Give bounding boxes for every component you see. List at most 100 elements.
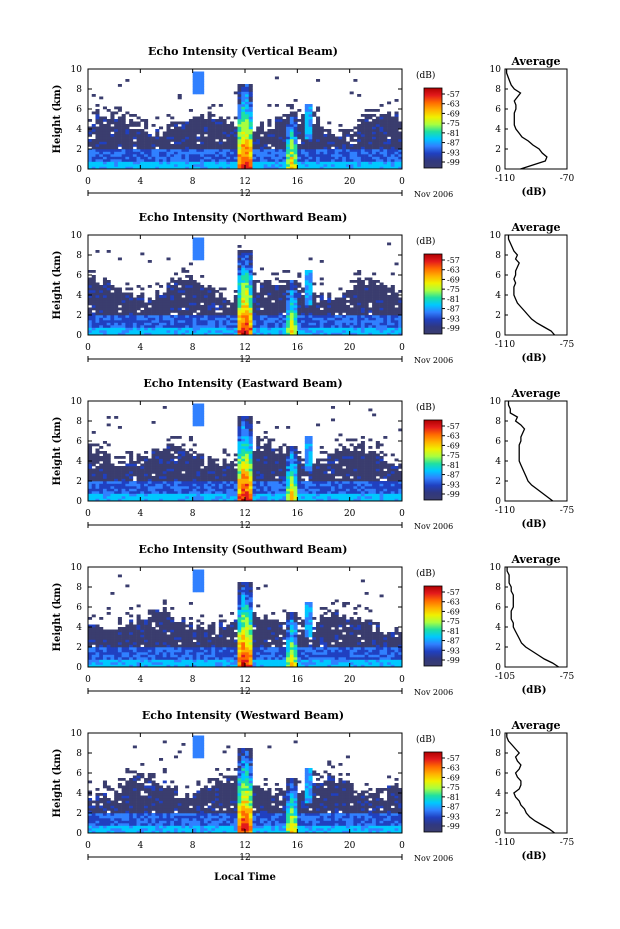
heatmap-cell (312, 164, 317, 167)
heatmap-cell (162, 456, 167, 459)
heatmap-cell (237, 493, 242, 497)
heatmap-cell (278, 146, 283, 150)
heatmap-cell (379, 166, 384, 170)
heatmap-cell (360, 312, 365, 316)
heatmap-cell (245, 114, 250, 117)
heatmap-cell (256, 151, 261, 155)
heatmap-cell (286, 116, 291, 120)
heatmap-cell (237, 448, 242, 452)
heatmap-cell (241, 332, 246, 336)
heatmap-cell (129, 297, 134, 301)
heatmap-cell (117, 476, 122, 479)
heatmap-cell (256, 166, 261, 170)
heatmap-cell (102, 456, 107, 459)
heatmap-cell (304, 106, 309, 110)
heatmap-cell (181, 443, 186, 447)
heatmap-cell (301, 322, 306, 326)
heatmap-cell (203, 468, 208, 472)
heatmap-cell (245, 151, 250, 155)
heatmap-cell (372, 272, 377, 276)
heatmap-cell (394, 166, 399, 170)
heatmap-cell (226, 154, 231, 157)
heatmap-cell (170, 136, 175, 140)
heatmap-cell (256, 129, 261, 132)
heatmap-cell (147, 166, 152, 170)
heatmap-cell (215, 136, 220, 140)
heatmap-cell (170, 305, 175, 308)
heatmap-cell (289, 463, 294, 467)
heatmap-cell (188, 463, 193, 467)
heatmap-cell (117, 486, 122, 489)
heatmap-cell (114, 166, 119, 170)
heatmap-cell (222, 300, 227, 303)
heatmap-cell (125, 287, 130, 291)
heatmap-cell (181, 161, 186, 165)
heatmap-cell (245, 496, 250, 499)
heatmap-cell (390, 149, 395, 152)
heatmap-cell (364, 166, 369, 170)
heatmap-cell (88, 461, 93, 464)
heatmap-cell (177, 292, 182, 296)
heatmap-cell (218, 161, 223, 165)
heatmap-cell (267, 456, 272, 459)
heatmap-cell (323, 322, 328, 326)
profile-x-label: (dB) (522, 353, 547, 364)
heatmap-cell (368, 154, 373, 157)
heatmap-cell (114, 322, 119, 326)
heatmap-cell (140, 473, 145, 477)
heatmap-cell (215, 468, 220, 472)
heatmap-cell (241, 461, 246, 464)
heatmap-cell (188, 448, 193, 452)
heatmap-cell (196, 483, 201, 487)
heatmap-cell (241, 463, 246, 467)
heatmap-cell (301, 486, 306, 489)
heatmap-cell (379, 330, 384, 333)
heatmap-cell (297, 320, 302, 323)
heatmap-cell (91, 144, 96, 147)
heatmap-cell (394, 330, 399, 333)
heatmap-cell (147, 468, 152, 472)
heatmap-cell (241, 141, 246, 145)
heatmap-cell (330, 488, 336, 492)
heatmap-cell (237, 134, 242, 137)
heatmap-cell (95, 483, 100, 487)
heatmap-cell (357, 277, 362, 281)
heatmap-cell (327, 154, 332, 157)
heatmap-cell (245, 428, 250, 432)
heatmap-cell (222, 164, 227, 167)
heatmap-cell (173, 136, 179, 140)
heatmap-cell (95, 312, 100, 316)
heatmap-cell (136, 458, 141, 462)
heatmap-cell (192, 79, 197, 82)
heatmap-cell (226, 483, 231, 487)
heatmap-cell (215, 307, 220, 311)
heatmap-cell (140, 129, 145, 132)
x-tick-label: 0 (85, 343, 91, 353)
x-tick-label: 16 (292, 343, 304, 353)
heatmap-cell (282, 144, 287, 147)
heatmap-cell (319, 144, 324, 147)
heatmap-cell (144, 156, 149, 160)
heatmap-cell (226, 166, 231, 170)
heatmap-cell (375, 322, 380, 326)
heatmap-cell (159, 141, 164, 145)
heatmap-cell (144, 166, 149, 170)
heatmap-cell (136, 312, 141, 316)
heatmap-cell (387, 114, 392, 117)
heatmap-cell (95, 332, 100, 336)
heatmap-cell (114, 136, 119, 140)
heatmap-cell (375, 136, 380, 140)
heatmap-cell (375, 300, 380, 303)
heatmap-cell (151, 166, 156, 170)
heatmap-cell (95, 322, 100, 326)
heatmap-cell (368, 322, 373, 326)
heatmap-cell (95, 119, 100, 122)
heatmap-cell (390, 285, 395, 288)
heatmap-cell (342, 141, 347, 145)
heatmap-cell (353, 290, 358, 293)
heatmap-cell (301, 144, 306, 147)
heatmap-cell (162, 146, 167, 150)
heatmap-cell (177, 96, 182, 100)
heatmap-cell (327, 159, 332, 162)
heatmap-cell (293, 114, 298, 117)
